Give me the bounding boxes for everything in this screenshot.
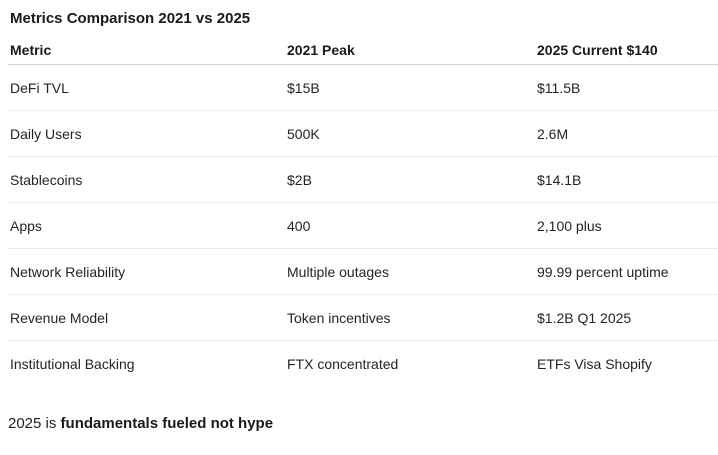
cell-2025-current: $14.1B [537,171,582,188]
column-header-2021-peak: 2021 Peak [287,42,355,58]
cell-2021-peak: Token incentives [287,309,391,326]
cell-2025-current: 2.6M [537,125,569,142]
cell-2021-peak: FTX concentrated [287,355,399,372]
cell-2021-peak: 400 [287,217,311,234]
cell-2025-current: $11.5B [537,79,581,96]
cell-2025-current: 2,100 plus [537,217,602,234]
cell-metric: Institutional Backing [10,355,135,372]
metrics-comparison-table: Metric 2021 Peak 2025 Current $140 DeFi … [8,36,718,386]
closing-statement: 2025 is fundamentals fueled not hype [8,413,708,434]
table-row-defi-tvl: DeFi TVL $15B $11.5B [8,65,718,111]
cell-2025-current: ETFs Visa Shopify [537,355,652,372]
cell-2021-peak: $15B [287,79,320,96]
closing-statement-bold: fundamentals fueled not hype [60,415,274,432]
cell-2025-current: 99.99 percent uptime [537,263,669,280]
table-row-network-reliability: Network Reliability Multiple outages 99.… [8,249,718,295]
cell-metric: DeFi TVL [10,79,69,96]
cell-metric: Daily Users [10,125,82,142]
page-title: Metrics Comparison 2021 vs 2025 [10,10,251,27]
cell-metric: Stablecoins [10,171,83,188]
column-header-2025-current: 2025 Current $140 [537,42,658,58]
table-row-apps: Apps 400 2,100 plus [8,203,718,249]
cell-metric: Revenue Model [10,309,109,326]
cell-2021-peak: $2B [287,171,312,188]
table-row-daily-users: Daily Users 500K 2.6M [8,111,718,157]
closing-statement-prefix: 2025 is [8,415,61,432]
table-row-revenue-model: Revenue Model Token incentives $1.2B Q1 … [8,295,718,341]
cell-metric: Apps [10,217,42,234]
cell-2025-current: $1.2B Q1 2025 [537,309,632,326]
cell-2021-peak: Multiple outages [287,263,389,280]
table-header-row: Metric 2021 Peak 2025 Current $140 [8,36,718,65]
cell-2021-peak: 500K [287,125,320,142]
cell-metric: Network Reliability [10,263,126,280]
table-row-stablecoins: Stablecoins $2B $14.1B [8,157,718,203]
column-header-metric: Metric [10,42,52,58]
table-row-institutional-backing: Institutional Backing FTX concentrated E… [8,341,718,386]
page: Metrics Comparison 2021 vs 2025 Metric 2… [0,8,718,434]
